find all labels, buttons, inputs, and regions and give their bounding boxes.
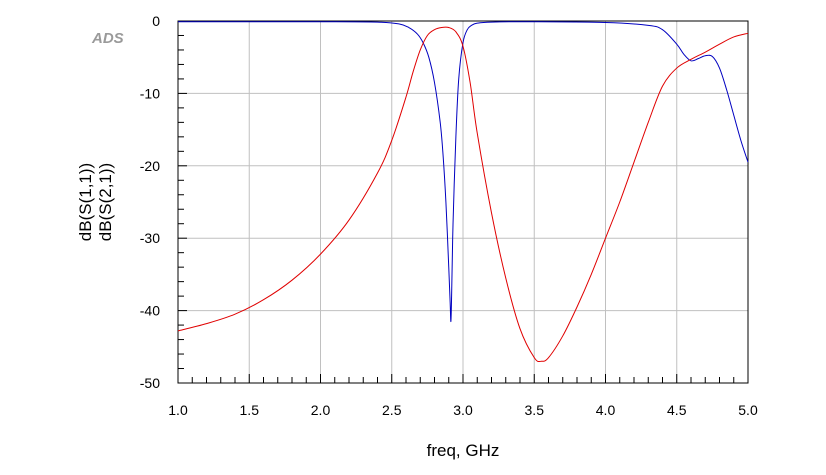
- y-tick-label: -20: [140, 158, 160, 174]
- y-tick-label: 0: [152, 13, 160, 29]
- x-tick-label: 4.0: [596, 402, 616, 418]
- x-tick-label: 1.5: [240, 402, 260, 418]
- y-tick-label: -40: [140, 303, 160, 319]
- x-tick-label: 3.5: [525, 402, 545, 418]
- series-line-1: [177, 26, 749, 363]
- x-tick-label: 5.0: [738, 402, 758, 418]
- x-tick-label: 1.0: [168, 402, 188, 418]
- y-tick-labels: 0 -10 -20 -30 -40 -50: [140, 13, 160, 391]
- series-lines: [177, 21, 749, 363]
- x-tick-label: 3.0: [453, 402, 473, 418]
- x-axis-title: freq, GHz: [427, 441, 500, 460]
- y-tick-label: -30: [140, 230, 160, 246]
- y-axis-title-0: dB(S(1,1)): [76, 163, 95, 241]
- y-axis-title-1: dB(S(2,1)): [96, 163, 115, 241]
- x-tick-label: 2.0: [311, 402, 331, 418]
- x-tick-label: 4.5: [667, 402, 687, 418]
- ads-logo: ADS: [91, 30, 124, 47]
- y-axis-titles: dB(S(1,1)) dB(S(2,1)): [76, 163, 115, 241]
- y-tick-label: -10: [140, 85, 160, 101]
- x-tick-labels: 1.0 1.5 2.0 2.5 3.0 3.5 4.0 4.5 5.0: [168, 402, 758, 418]
- x-tick-label: 2.5: [382, 402, 402, 418]
- y-tick-label: -50: [140, 375, 160, 391]
- plot-frame: [177, 20, 749, 384]
